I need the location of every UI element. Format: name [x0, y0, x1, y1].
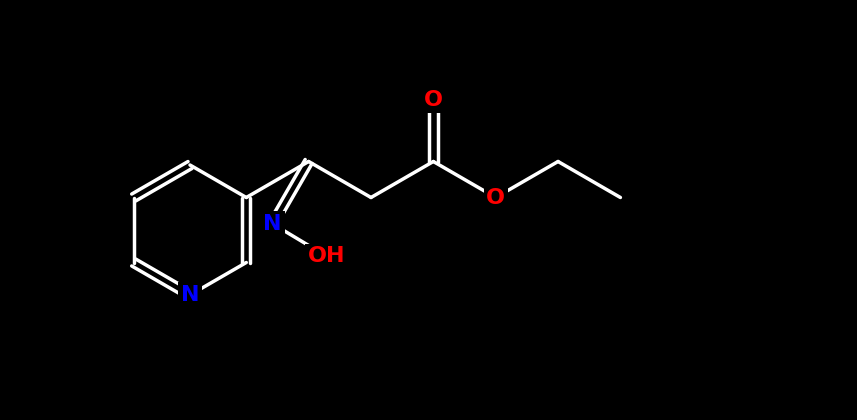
Text: O: O [424, 90, 443, 110]
Text: O: O [486, 187, 506, 207]
Text: OH: OH [308, 246, 345, 266]
Text: N: N [263, 214, 282, 234]
Text: N: N [181, 285, 199, 305]
